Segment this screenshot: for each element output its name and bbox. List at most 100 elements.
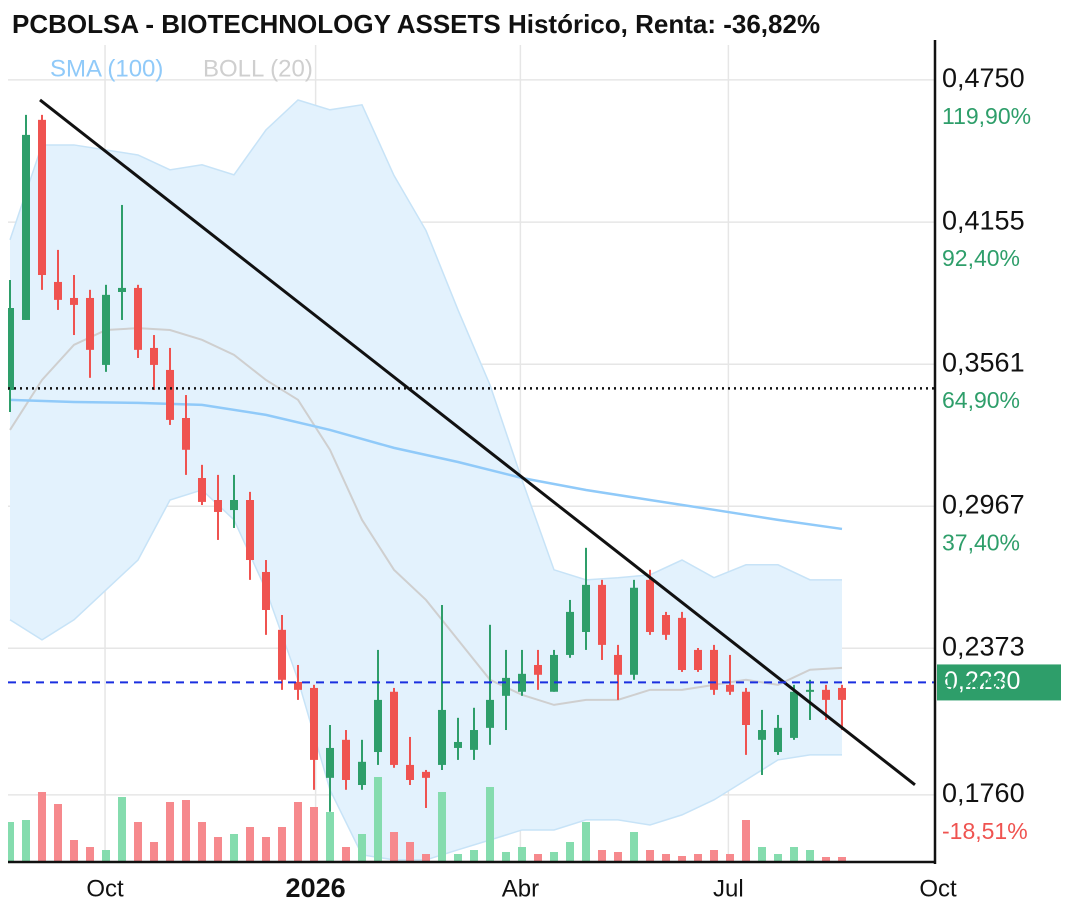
candle-body <box>198 478 206 502</box>
volume-bar <box>150 842 158 862</box>
y2-tick-label: 92,40% <box>942 245 1020 271</box>
overlay: 0,2230 <box>8 40 1061 864</box>
volume-bar <box>326 812 334 862</box>
volume-bar <box>86 847 94 862</box>
volume-bar <box>230 834 238 862</box>
x-tick-label: Abr <box>502 875 539 902</box>
volume-bar <box>294 802 302 862</box>
volume-bar <box>278 827 286 862</box>
y-tick-label: 0,2373 <box>942 631 1025 661</box>
volume-bar <box>166 802 174 862</box>
candle-body <box>262 571 270 610</box>
candle-body <box>70 297 78 305</box>
volume-bar <box>214 837 222 862</box>
candle-body <box>598 584 606 645</box>
volume-bar <box>8 822 14 862</box>
volume-bar <box>102 850 110 862</box>
volume-bar <box>630 832 638 862</box>
volume-bar <box>438 792 446 862</box>
volume-bar <box>470 850 478 862</box>
candle-body <box>646 579 654 632</box>
y-tick-label: 0,3561 <box>942 347 1025 377</box>
volume-bar <box>646 850 654 862</box>
candle-body <box>310 687 318 760</box>
y2-tick-label: 64,90% <box>942 387 1020 413</box>
volume-bar <box>582 822 590 862</box>
volume-bar <box>54 804 62 862</box>
volume-bar <box>678 856 686 862</box>
candle-body <box>742 691 750 725</box>
volume-bar <box>246 827 254 862</box>
y-tick-label: 0,1760 <box>942 778 1025 808</box>
volume-bar <box>182 800 190 862</box>
candle-body <box>8 308 14 391</box>
volume-bar <box>38 792 46 862</box>
last-price-box <box>937 664 1061 701</box>
candle-body <box>486 699 494 728</box>
candle-body <box>790 691 798 738</box>
x-tick-label: Oct <box>86 875 124 902</box>
y2-tick-label: 119,90% <box>942 103 1031 129</box>
candle-body <box>758 730 766 740</box>
candle-body <box>22 134 30 320</box>
candle-body <box>86 297 94 350</box>
volume-bar <box>454 854 462 862</box>
x-tick-label: Jul <box>713 875 744 902</box>
candle-body <box>550 654 558 692</box>
candle-body <box>406 764 414 780</box>
y2-tick-label: -18,51% <box>942 818 1028 844</box>
volume-bar <box>822 857 830 862</box>
volume-bar <box>758 847 766 862</box>
volume-bar <box>790 847 798 862</box>
candle-body <box>118 287 126 292</box>
candle-body <box>678 617 686 671</box>
volume-bar <box>486 787 494 862</box>
volume-bar <box>342 847 350 862</box>
volume-bar <box>502 852 510 862</box>
candle-body <box>166 369 174 420</box>
y2-tick-label: 37,40% <box>942 529 1020 555</box>
bollinger-middle <box>9 327 843 706</box>
candle-body <box>566 611 574 655</box>
candle-body <box>150 347 158 365</box>
candle-body <box>134 287 142 350</box>
candle-body <box>838 687 846 700</box>
candle-body <box>390 691 398 765</box>
volume-bar <box>838 857 846 862</box>
candle-body <box>502 677 510 696</box>
candle-body <box>662 615 670 635</box>
volume-bar <box>118 797 126 862</box>
volume-bar <box>742 820 750 862</box>
candle-body <box>774 727 782 753</box>
legend-boll: BOLL (20) <box>203 55 313 82</box>
x-tick-label: 2026 <box>286 873 346 903</box>
candle-body <box>246 500 254 561</box>
y2-tick-label: 9,90% <box>942 671 1007 697</box>
candle-body <box>38 119 46 276</box>
candle-body <box>518 673 526 692</box>
y-tick-label: 0,4155 <box>942 205 1025 235</box>
chart-title: PCBOLSA - BIOTECHNOLOGY ASSETS Histórico… <box>12 9 820 39</box>
candle-body <box>230 500 238 511</box>
y-tick-label: 0,4750 <box>942 63 1025 93</box>
volume-bar <box>310 807 318 862</box>
volume-bar <box>534 854 542 862</box>
candle-body <box>326 747 334 778</box>
volume-bar <box>662 854 670 862</box>
volume-bar <box>374 777 382 862</box>
volume-bar <box>710 850 718 862</box>
candle-body <box>534 664 542 675</box>
volume-bar <box>262 837 270 862</box>
candle-body <box>278 629 286 680</box>
last-price-label: 0,2230 <box>944 667 1020 695</box>
volume-bar <box>518 847 526 862</box>
volume-bar <box>198 822 206 862</box>
candle-body <box>822 689 830 700</box>
volume-bar <box>390 832 398 862</box>
candle-body <box>102 294 110 365</box>
volume-bar <box>614 852 622 862</box>
volume-bar <box>806 850 814 862</box>
candle-body <box>454 741 462 748</box>
candle-body <box>630 587 638 675</box>
